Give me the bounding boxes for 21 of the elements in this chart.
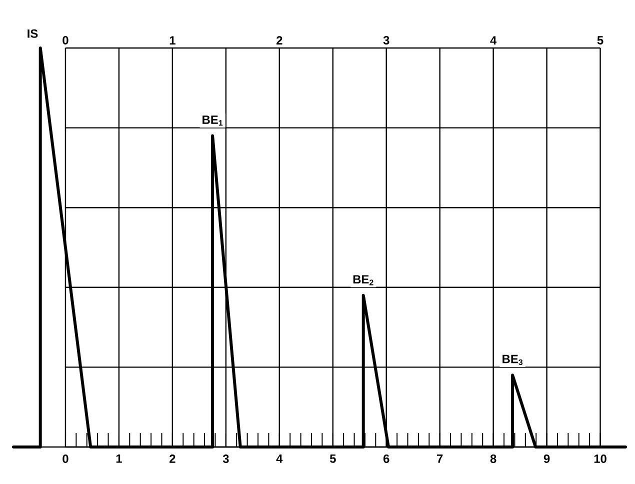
annotation: BE$_{3}$ [502,354,523,366]
x-tick-label: 6 [383,454,390,463]
x2-tick-label: 5 [597,36,604,44]
x-tick-label: 3 [222,454,229,463]
x2-tick-label: 4 [490,36,497,44]
x-tick-label: 0 [62,454,68,463]
annotation: IS [28,29,38,38]
annotation: BE$_{2}$ [353,275,374,286]
x-tick-label: 9 [544,454,550,463]
x2-tick-label: 2 [276,36,282,44]
x2-tick-label: 3 [383,36,390,44]
x-tick-label: 4 [276,454,283,463]
annotation: BE$_{1}$ [202,116,223,126]
x-tick-label: 2 [170,454,176,463]
x-tick-label: 1 [116,454,122,463]
x-tick-label: 10 [594,454,606,463]
x-tick-label: 8 [490,454,496,463]
x2-tick-label: 0 [62,36,68,44]
x2-tick-label: 1 [170,36,176,44]
x-tick-label: 5 [330,454,336,463]
x-tick-label: 7 [437,454,443,463]
